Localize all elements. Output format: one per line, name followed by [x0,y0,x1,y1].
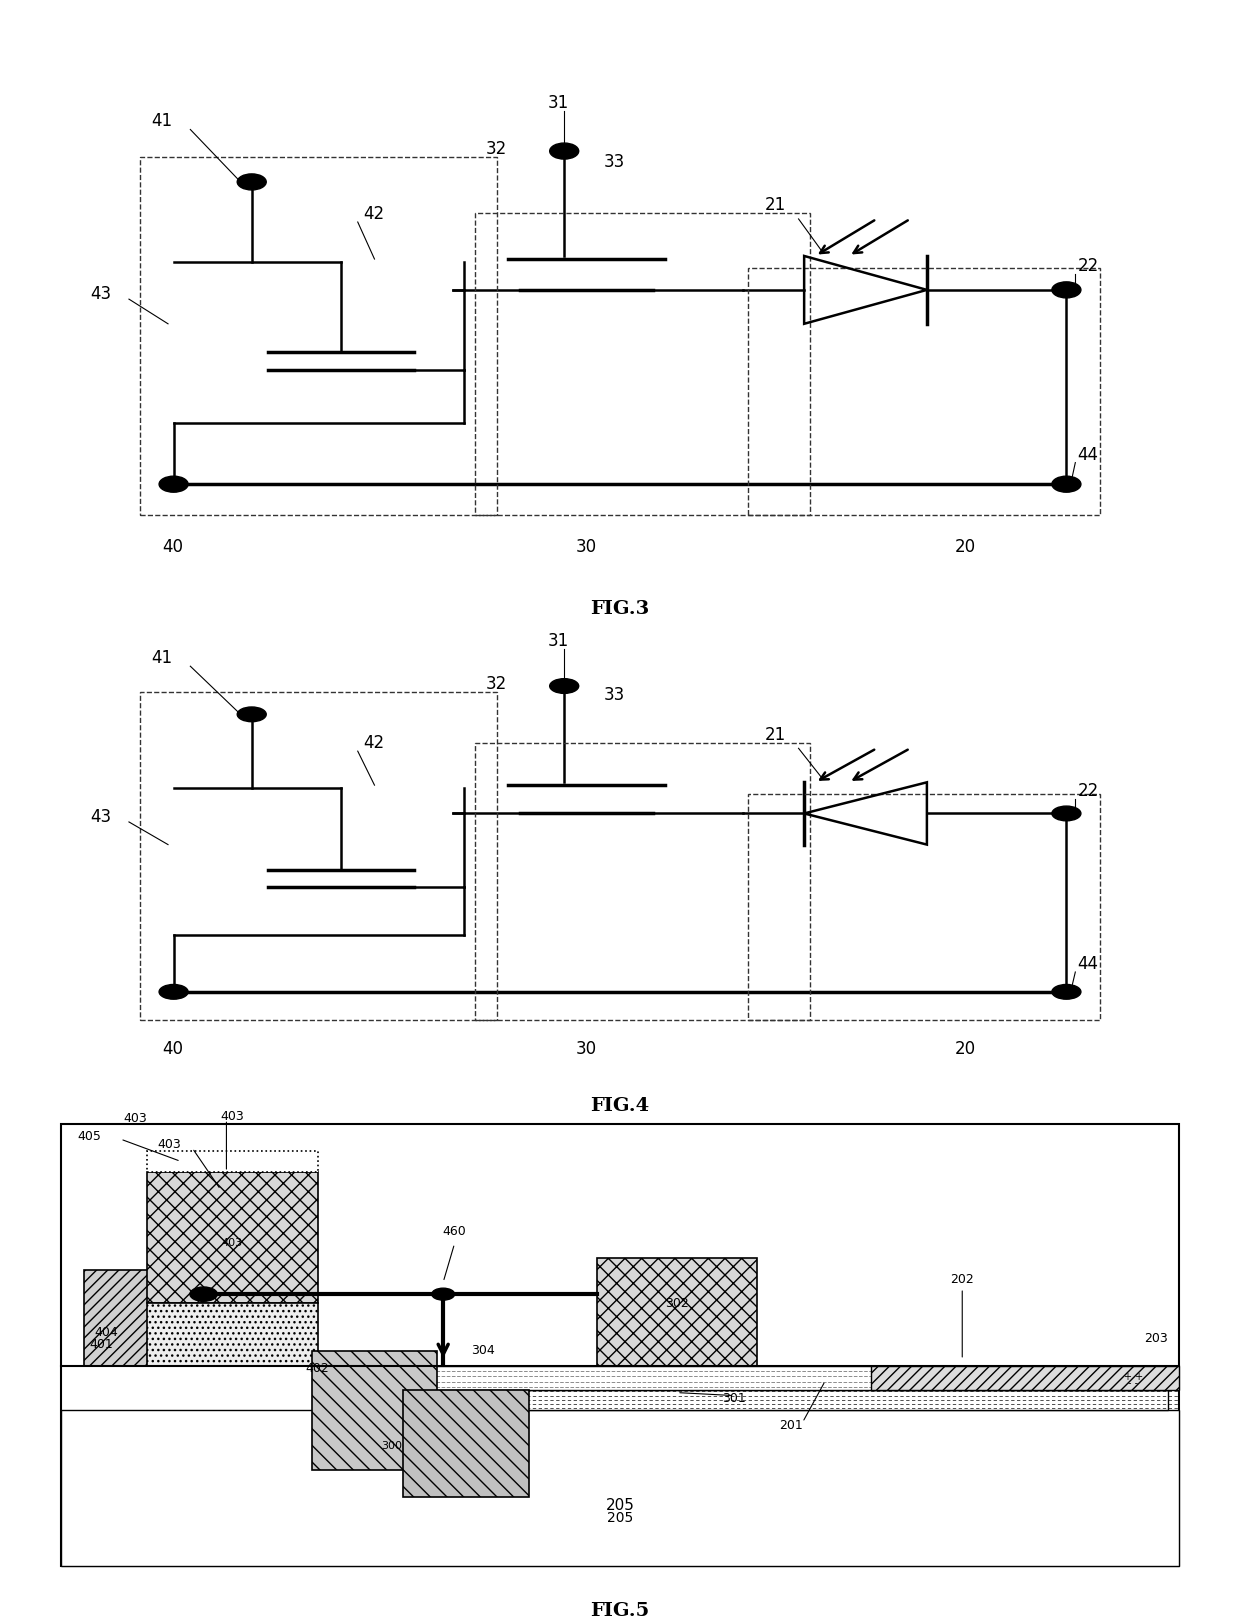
Text: 44: 44 [1078,445,1099,463]
Text: FIG.5: FIG.5 [590,1602,650,1618]
Bar [140,157,497,515]
Bar [84,1270,181,1366]
Text: 21: 21 [765,196,786,214]
Text: 304: 304 [471,1345,495,1358]
Text: 33: 33 [603,686,625,704]
Text: 301: 301 [722,1391,746,1404]
Text: 31: 31 [548,633,569,650]
Circle shape [1052,806,1081,820]
Text: 22: 22 [1078,257,1099,275]
Text: 31: 31 [548,94,569,112]
Text: 44: 44 [1078,955,1099,972]
Bar [870,1366,1179,1390]
Text: 40: 40 [162,539,184,557]
Bar [61,1411,1179,1566]
Circle shape [190,1286,217,1301]
Text: 201: 201 [779,1419,804,1432]
Text: 203: 203 [1145,1332,1168,1346]
Text: 40: 40 [162,1040,184,1058]
Text: 403: 403 [157,1139,181,1152]
Text: 405: 405 [78,1129,102,1142]
Text: 403: 403 [124,1112,148,1125]
Circle shape [1052,984,1081,1000]
Circle shape [159,476,188,492]
Bar [598,1259,756,1366]
Text: FIG.3: FIG.3 [590,600,650,618]
Text: + +: + + [1123,1372,1143,1382]
Bar [475,214,810,515]
Text: 41: 41 [151,112,172,131]
Text: 202: 202 [950,1273,975,1286]
Bar [312,1351,438,1471]
Text: 42: 42 [363,735,384,752]
Text: 403: 403 [221,1110,244,1123]
Text: 43: 43 [91,807,112,825]
Bar [749,794,1100,1021]
Text: 403: 403 [222,1238,243,1249]
Circle shape [432,1288,455,1301]
Text: 30: 30 [575,1040,596,1058]
Text: 42: 42 [363,205,384,223]
Text: - -: - - [1128,1379,1138,1388]
Text: 43: 43 [91,285,112,303]
Circle shape [1052,476,1081,492]
Bar [146,1302,317,1366]
Bar [146,1150,317,1171]
Text: 302: 302 [665,1296,689,1309]
Text: 20: 20 [955,1040,976,1058]
Circle shape [549,678,579,694]
Text: 205: 205 [605,1498,635,1513]
Text: 30: 30 [575,539,596,557]
Text: 205: 205 [606,1511,634,1524]
Text: FIG.4: FIG.4 [590,1097,650,1115]
Bar [749,269,1100,515]
Circle shape [159,984,188,1000]
Text: 33: 33 [603,152,625,170]
Circle shape [549,142,579,159]
Text: 402: 402 [306,1362,330,1375]
Text: 401: 401 [89,1338,113,1351]
Circle shape [237,707,267,722]
Bar [370,1366,1168,1390]
Text: 21: 21 [765,726,786,744]
Bar [140,693,497,1021]
Circle shape [237,173,267,189]
Bar [403,1390,528,1497]
Text: 300: 300 [382,1442,402,1451]
Text: 41: 41 [151,649,172,667]
Text: 32: 32 [486,141,507,159]
Text: 20: 20 [955,539,976,557]
Circle shape [1052,282,1081,298]
Text: 404: 404 [94,1327,119,1340]
Text: 32: 32 [486,675,507,693]
Text: 460: 460 [443,1225,466,1238]
Bar [475,743,810,1021]
Bar [146,1171,317,1302]
Bar [370,1390,1168,1411]
Text: 22: 22 [1078,783,1099,801]
